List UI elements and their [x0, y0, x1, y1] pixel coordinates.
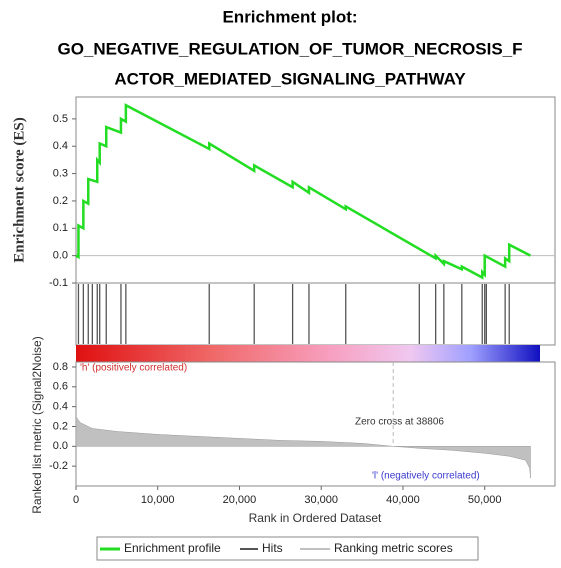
legend-label: Enrichment profile	[124, 541, 221, 555]
metric-frame	[75, 361, 556, 487]
metric-area	[75, 415, 531, 479]
annotation: Zero cross at 38806	[355, 417, 444, 428]
y-tick-label: 0.4	[53, 401, 68, 413]
hits-frame	[75, 282, 556, 346]
x-tick-label: 0	[73, 494, 79, 506]
title-line: GO_NEGATIVE_REGULATION_OF_TUMOR_NECROSIS…	[57, 39, 522, 58]
x-axis-label: Rank in Ordered Dataset	[249, 511, 382, 525]
y-tick-label: 0.3	[53, 167, 68, 179]
y-tick-label: -0.2	[49, 460, 68, 472]
y-tick-label: 0.2	[53, 420, 68, 432]
y-tick-label: 0.8	[53, 361, 68, 373]
y-tick-label: 0.2	[53, 195, 68, 207]
x-tick-label: 40,000	[386, 494, 420, 506]
rank-colorbar	[76, 345, 540, 362]
x-tick-label: 50,000	[468, 494, 502, 506]
legend-label: Hits	[262, 541, 283, 555]
es-line	[75, 103, 532, 280]
title-line: Enrichment plot:	[222, 7, 357, 26]
title-line: ACTOR_MEDIATED_SIGNALING_PATHWAY	[114, 69, 466, 88]
y-tick-label: 0.5	[53, 113, 68, 125]
x-tick-label: 20,000	[223, 494, 257, 506]
y-tick-label: 0.6	[53, 381, 68, 393]
y-tick-label: 0.0	[53, 440, 68, 452]
y-tick-label: 0.0	[53, 250, 68, 262]
legend-label: Ranking metric scores	[334, 541, 453, 555]
y-tick-label: 0.1	[53, 222, 68, 234]
y-axis-label: Ranked list metric (Signal2Noise)	[30, 336, 44, 513]
x-tick-label: 10,000	[141, 494, 175, 506]
legend-items: Enrichment profile Hits Ranking metric sco…	[100, 541, 453, 555]
annotation: 'h' (positively correlated)	[80, 363, 187, 374]
annotation: 'l' (negatively correlated)	[372, 471, 480, 482]
y-tick-label: -0.1	[49, 277, 68, 289]
legend	[96, 536, 479, 561]
y-tick-label: 0.4	[53, 140, 68, 152]
y-axis-label: Enrichment score (ES)	[11, 117, 27, 263]
x-tick-label: 30,000	[304, 494, 338, 506]
